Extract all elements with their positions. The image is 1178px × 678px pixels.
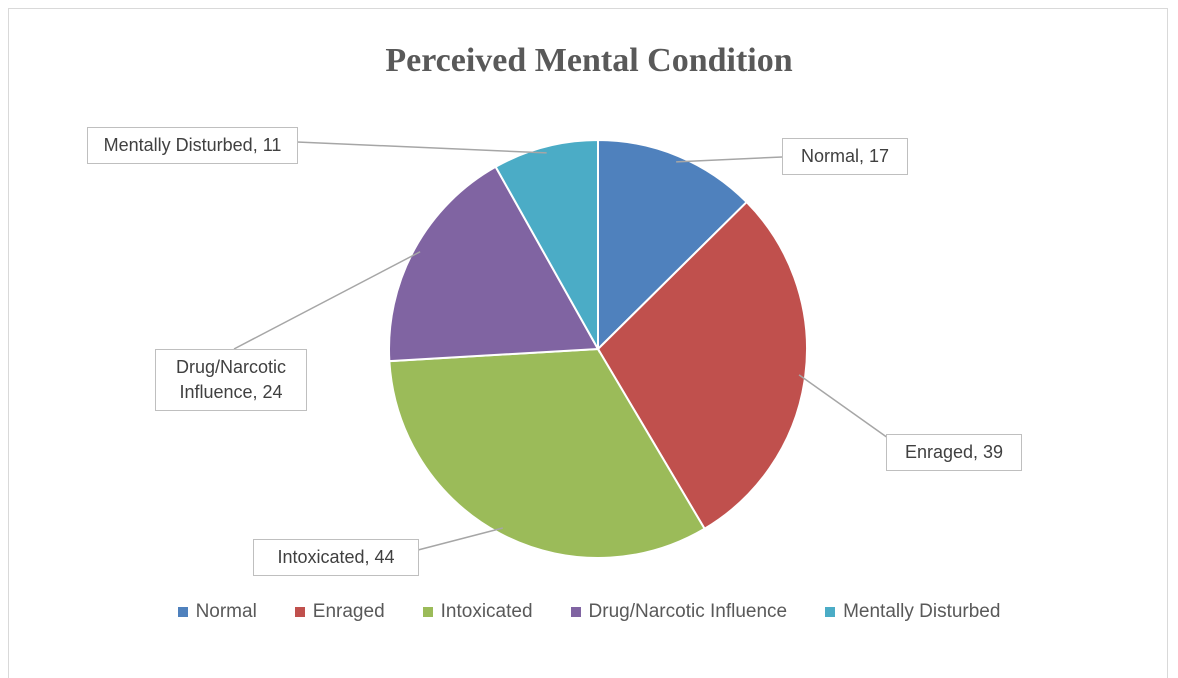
leader-line	[233, 251, 421, 350]
legend-item: Intoxicated	[422, 601, 533, 623]
legend-label: Drug/Narcotic Influence	[588, 601, 788, 622]
legend-label: Mentally Disturbed	[843, 601, 1001, 622]
legend: Normal Enraged Intoxicated Drug/Narcotic In…	[0, 601, 1178, 623]
legend-item: Enraged	[294, 601, 385, 623]
data-label: Enraged, 39	[886, 434, 1022, 471]
legend-swatch	[570, 607, 581, 617]
data-label: Intoxicated, 44	[253, 539, 419, 576]
legend-label: Normal	[195, 601, 257, 622]
data-label: Normal, 17	[782, 138, 908, 175]
pie-slice	[388, 165, 600, 363]
legend-item: Drug/Narcotic Influence	[570, 601, 788, 623]
legend-label: Intoxicated	[440, 601, 533, 622]
pie-slice	[596, 200, 808, 531]
leader-line	[417, 527, 504, 551]
legend-swatch	[294, 607, 305, 617]
data-label: Drug/Narcotic Influence, 24	[155, 349, 307, 411]
legend-swatch	[825, 607, 836, 617]
data-label: Mentally Disturbed, 11	[87, 127, 298, 164]
chart-title: Perceived Mental Condition	[385, 42, 793, 79]
legend-swatch	[177, 607, 188, 617]
legend-item: Mentally Disturbed	[825, 601, 1000, 623]
pie-slice	[597, 138, 749, 352]
legend-swatch	[422, 607, 433, 617]
legend-label: Enraged	[312, 601, 385, 622]
chart-border	[8, 8, 1168, 678]
leader-line	[296, 141, 547, 154]
pie-slice	[388, 347, 706, 559]
pie-slice	[494, 138, 599, 353]
leader-line	[798, 374, 889, 439]
leader-line	[676, 156, 783, 163]
legend-item: Normal	[177, 601, 257, 623]
